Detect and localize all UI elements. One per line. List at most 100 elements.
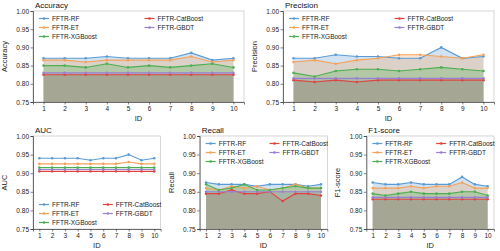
x-tick: 10 xyxy=(230,102,238,112)
y-tick-mark xyxy=(31,136,34,137)
legend-marker xyxy=(376,160,379,163)
y-tick-label: 0.95 xyxy=(350,151,363,158)
y-tick-mark xyxy=(281,47,284,48)
y-axis-line xyxy=(31,12,34,103)
y-tick-label: 0.80 xyxy=(266,80,279,87)
series-marker xyxy=(115,166,118,169)
chart-title: Recall xyxy=(202,126,224,135)
legend-label: FFTR-XGBoost xyxy=(52,33,97,40)
series-marker xyxy=(486,187,489,190)
legend-label: FFTR-ET xyxy=(52,210,79,217)
y-axis-line xyxy=(197,137,200,230)
y-tick-mark xyxy=(281,84,284,85)
y-tick-mark xyxy=(31,210,34,211)
y-tick-label: 0.95 xyxy=(16,151,29,158)
legend-marker xyxy=(398,17,401,20)
legend-swatch xyxy=(206,143,216,144)
series-marker xyxy=(384,183,387,186)
legend-swatch xyxy=(145,27,155,28)
series-marker xyxy=(448,196,451,199)
y-tick-mark xyxy=(364,210,367,211)
series-marker xyxy=(410,185,413,188)
legend-label: FFTR-RF xyxy=(385,140,412,147)
y-axis-title: Precision xyxy=(250,41,259,72)
series-marker xyxy=(397,183,400,186)
x-tick: 7 xyxy=(115,229,119,239)
series-area xyxy=(206,184,321,229)
y-tick-label: 0.75 xyxy=(183,226,196,233)
y-tick-label: 0.80 xyxy=(350,207,363,214)
legend-item: FFTR-XGBoost xyxy=(289,33,347,40)
legend-item: FFTR-ET xyxy=(372,149,412,156)
series-marker xyxy=(320,194,323,197)
series-marker xyxy=(398,70,401,73)
x-tick-label: 10 xyxy=(151,232,159,239)
series-marker xyxy=(448,185,451,188)
series-marker xyxy=(106,72,109,75)
x-tick-label: 2 xyxy=(51,232,55,239)
figure: 123456789100.750.800.850.900.951.00IDAcc… xyxy=(0,0,500,251)
legend-marker xyxy=(293,35,296,38)
legend-marker xyxy=(209,160,212,163)
legend: FFTR-RFFFTR-CatBoostFFTR-ETFFTR-GBDTFFTR… xyxy=(372,140,495,165)
series-marker xyxy=(76,166,79,169)
series-marker xyxy=(269,189,272,192)
series-marker xyxy=(410,196,413,199)
x-tick-label: 8 xyxy=(127,232,131,239)
series-marker xyxy=(307,187,310,190)
y-tick-label: 0.95 xyxy=(183,151,196,158)
y-tick: 0.95 xyxy=(183,151,200,158)
legend-label: FFTR-GBDT xyxy=(158,24,195,31)
series-marker xyxy=(153,163,156,166)
x-tick-label: 4 xyxy=(356,105,360,112)
y-tick-label: 0.80 xyxy=(16,207,29,214)
series-marker xyxy=(153,166,156,169)
series-marker xyxy=(356,68,359,71)
x-tick-label: 10 xyxy=(318,232,326,239)
x-axis: 12345678910 xyxy=(34,102,245,112)
series-marker xyxy=(205,183,208,186)
y-tick-label: 0.85 xyxy=(266,62,279,69)
legend-marker xyxy=(440,151,443,154)
series-marker xyxy=(334,62,337,65)
series-marker xyxy=(371,187,374,190)
x-tick-label: 9 xyxy=(474,232,478,239)
series-marker xyxy=(169,66,172,69)
series-marker xyxy=(63,64,66,67)
x-tick-label: 4 xyxy=(410,232,414,239)
x-tick: 3 xyxy=(84,102,88,112)
y-tick: 0.90 xyxy=(183,170,200,177)
series-marker xyxy=(461,68,464,71)
legend-marker xyxy=(273,151,276,154)
series-line xyxy=(206,184,321,190)
x-axis-title: ID xyxy=(135,114,143,123)
series-marker xyxy=(102,157,105,160)
legend-item: FFTR-GBDT xyxy=(270,149,320,156)
y-tick-label: 1.00 xyxy=(350,133,363,140)
plot-frame xyxy=(33,136,161,229)
legend: FFTR-RFFFTR-CatBoostFFTR-ETFFTR-GBDTFFTR… xyxy=(39,15,203,40)
series-marker xyxy=(269,189,272,192)
y-tick-label: 0.80 xyxy=(16,80,29,87)
series-line xyxy=(44,74,234,75)
x-tick-label: 10 xyxy=(480,105,488,112)
series-marker xyxy=(127,161,130,164)
legend-swatch xyxy=(206,152,216,153)
series-marker xyxy=(148,59,151,62)
series-line xyxy=(373,192,488,196)
y-tick-mark xyxy=(31,47,34,48)
legend-marker xyxy=(107,212,110,215)
x-tick: 1 xyxy=(42,102,46,112)
series-line xyxy=(294,78,484,79)
x-tick: 10 xyxy=(151,229,159,239)
series-line xyxy=(373,177,488,186)
x-tick: 10 xyxy=(484,229,492,239)
legend-swatch xyxy=(39,222,49,223)
legend-item: FFTR-GBDT xyxy=(395,24,445,31)
series-marker xyxy=(148,64,151,67)
y-axis-line xyxy=(281,12,284,103)
y-tick-label: 0.95 xyxy=(16,26,29,33)
series-marker xyxy=(281,200,284,203)
legend-item: FFTR-CatBoost xyxy=(270,140,329,147)
series-marker xyxy=(256,185,259,188)
